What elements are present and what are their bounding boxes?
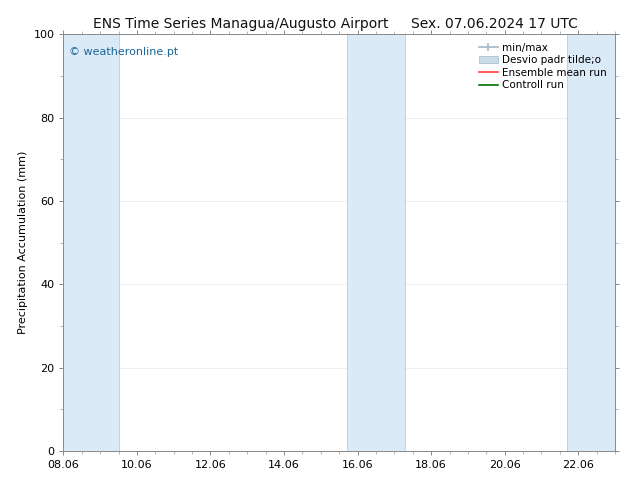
Bar (60, 34, 119, 451)
Text: ENS Time Series Managua/Augusto Airport: ENS Time Series Managua/Augusto Airport (93, 17, 389, 31)
Bar (347, 34, 405, 451)
Bar (567, 34, 623, 451)
Text: © weatheronline.pt: © weatheronline.pt (69, 47, 178, 57)
Y-axis label: Precipitation Accumulation (mm): Precipitation Accumulation (mm) (18, 151, 28, 334)
Legend: min/max, Desvio padr tilde;o, Ensemble mean run, Controll run: min/max, Desvio padr tilde;o, Ensemble m… (476, 40, 610, 94)
Text: Sex. 07.06.2024 17 UTC: Sex. 07.06.2024 17 UTC (411, 17, 578, 31)
